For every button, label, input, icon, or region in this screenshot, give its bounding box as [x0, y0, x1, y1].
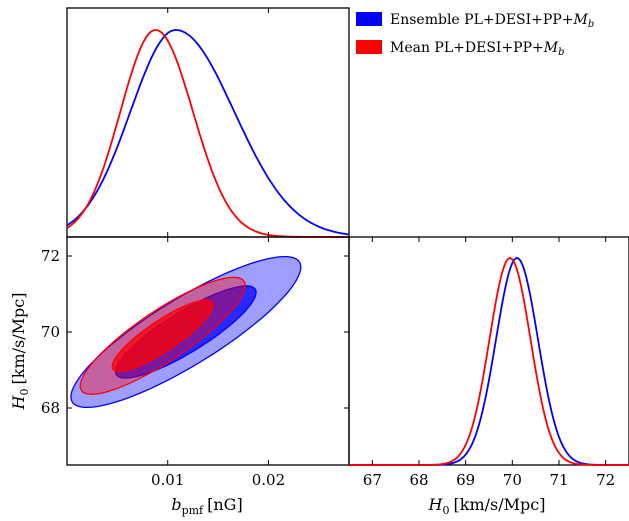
- legend: Ensemble PL+DESI+PP+Mb Mean PL+DESI+PP+M…: [356, 12, 594, 58]
- 2d-ticks: 0.01 0.02 68 70 72: [41, 8, 349, 489]
- h0-unit: [km/s/Mpc]: [454, 495, 546, 514]
- x-tick-label: 72: [596, 471, 615, 489]
- bpmf-symbol: b: [171, 495, 181, 514]
- y-axis-label-h0: H0 [km/s/Mpc]: [9, 293, 31, 411]
- panel-bpmf-h0-2d: 0.01 0.02 68 70 72: [41, 8, 350, 489]
- h0-subscript: 0: [443, 504, 450, 517]
- y-tick-label: 68: [41, 399, 60, 417]
- 1sigma-contour: [111, 299, 214, 373]
- h0-ticks: 67 68 69 70 71 72: [363, 237, 615, 489]
- x-tick-label: 67: [363, 471, 382, 489]
- h0-marginal-curve: [349, 257, 629, 466]
- bpmf-marginal-curve: [66, 29, 349, 238]
- panel-frame: [66, 7, 350, 238]
- panel-h0-marginal: 67 68 69 70 71 72: [348, 236, 629, 489]
- h0-subscript: 0: [18, 388, 31, 395]
- legend-swatch-ensemble: [356, 12, 382, 26]
- bpmf-marginal-curve: [66, 29, 350, 236]
- x-axis-label-bpmf: bpmf [nG]: [171, 495, 242, 517]
- x-tick-label: 71: [549, 471, 568, 489]
- h0-unit: [km/s/Mpc]: [9, 293, 28, 385]
- x-tick-label: 69: [456, 471, 475, 489]
- y-tick-label: 72: [41, 247, 60, 265]
- panel-bpmf-marginal: [66, 7, 350, 238]
- bpmf-unit: [nG]: [207, 495, 243, 514]
- legend-label-ensemble: Ensemble PL+DESI+PP+Mb: [390, 12, 594, 30]
- bpmf-marginal-curves: [66, 29, 350, 238]
- h0-symbol: H: [428, 495, 444, 514]
- bpmf-subscript: pmf: [182, 504, 204, 517]
- legend-swatch-mean: [356, 40, 382, 54]
- legend-label-mean: Mean PL+DESI+PP+Mb: [390, 40, 565, 58]
- y-tick-label: 70: [41, 323, 60, 341]
- 2d-contours: [70, 255, 302, 409]
- x-axis-label-h0: H0 [km/s/Mpc]: [428, 495, 546, 517]
- x-tick-label: 0.01: [151, 471, 184, 489]
- h0-marginal-curves: [349, 257, 629, 466]
- h0-symbol: H: [9, 394, 28, 410]
- h0-marginal-curve: [349, 257, 629, 466]
- panel-frame: [348, 236, 629, 466]
- x-tick-label: 0.02: [252, 471, 285, 489]
- x-tick-label: 70: [503, 471, 522, 489]
- x-tick-label: 68: [409, 471, 428, 489]
